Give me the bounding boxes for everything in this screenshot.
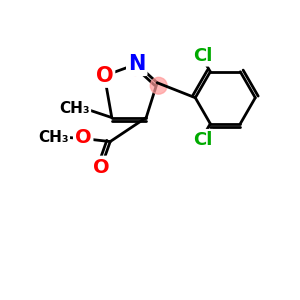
Text: CH₃: CH₃ [59,101,90,116]
Text: O: O [96,66,113,86]
Circle shape [127,58,144,75]
Text: N: N [128,54,146,74]
Circle shape [150,77,167,94]
Text: CH₃: CH₃ [38,130,68,145]
Text: Cl: Cl [193,131,212,149]
Text: Cl: Cl [193,47,212,65]
Text: O: O [93,158,110,177]
Text: O: O [75,128,92,147]
